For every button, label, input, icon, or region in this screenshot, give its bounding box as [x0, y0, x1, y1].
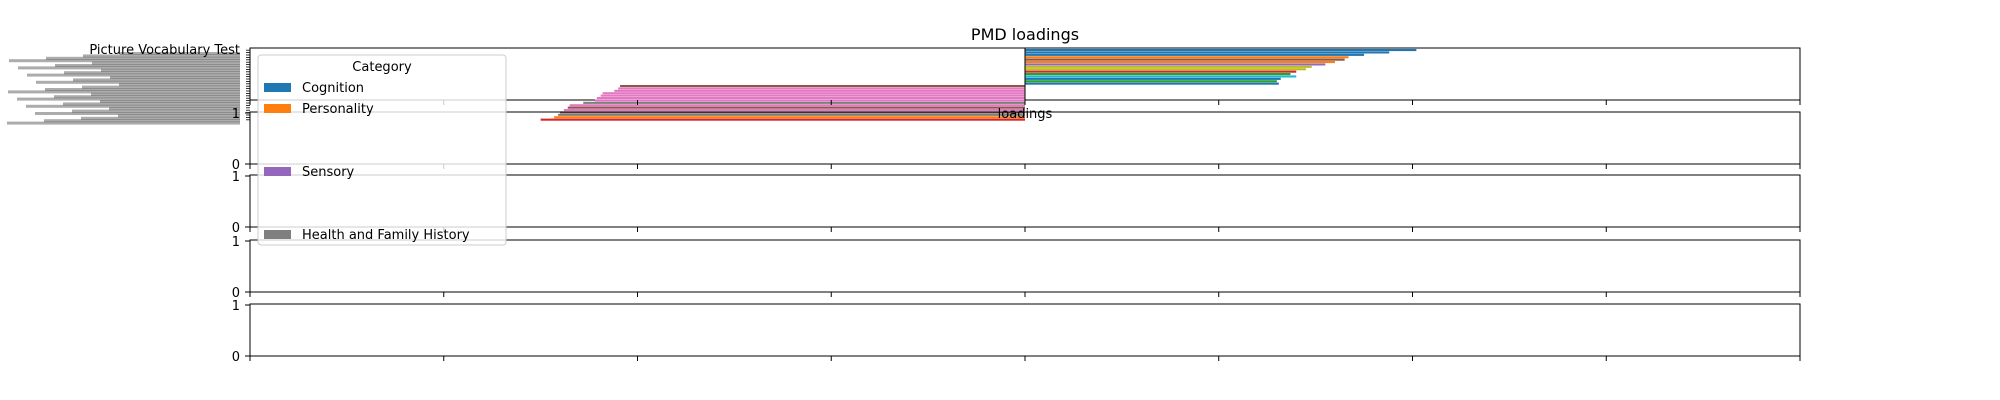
ytick-label-smudge-18	[54, 95, 240, 99]
ytick-label-smudge-8	[64, 71, 240, 75]
bar-positive-12	[1025, 77, 1281, 80]
bar-positive-14	[1025, 82, 1279, 85]
ytick-label-smudge-17	[91, 92, 240, 96]
legend-swatch-health	[264, 230, 291, 239]
ytick-label-smudge-29	[7, 121, 240, 125]
ytick-label-smudge-1	[83, 54, 240, 58]
y-tick-0-panel-4: 0	[232, 350, 240, 365]
ytick-label-smudge-3	[9, 59, 240, 63]
bar-positive-0	[1025, 49, 1417, 52]
ytick-label-smudge-24	[72, 109, 240, 113]
chart-title: PMD loadings	[971, 25, 1079, 44]
bar-negative-8	[569, 104, 1025, 107]
bar-negative-14	[540, 118, 1025, 121]
bar-positive-10	[1025, 73, 1291, 76]
bar-negative-4	[600, 94, 1025, 97]
bar-positive-11	[1025, 75, 1297, 78]
y-tick-labels: Picture Vocabulary Test	[7, 43, 240, 125]
bar-positive-13	[1025, 80, 1277, 83]
ytick-label-smudge-9	[27, 73, 240, 77]
ytick-label-smudge-25	[35, 112, 240, 115]
ytick-label-smudge-23	[109, 107, 240, 111]
y-tick-1-panel-3: 1	[232, 235, 240, 250]
legend-label-personality: Personality	[302, 102, 374, 117]
overlapping-labels	[7, 52, 240, 125]
ytick-label-smudge-22	[26, 104, 240, 108]
ytick-label-smudge-13	[119, 83, 240, 87]
y-tick-0-panel-3: 0	[232, 286, 240, 301]
plot-area-3	[249, 239, 1801, 293]
bar-positive-8	[1025, 68, 1306, 71]
legend-swatch-personality	[264, 104, 291, 113]
legend-title: Category	[352, 60, 412, 75]
bar-negative-1	[618, 87, 1025, 90]
ytick-label-smudge-16	[8, 90, 240, 94]
bar-negative-3	[602, 92, 1025, 95]
legend-label-health: Health and Family History	[302, 228, 470, 243]
y-tick-0-panel-1: 0	[232, 158, 240, 173]
ytick-label-smudge-4	[92, 61, 240, 65]
bar-negative-12	[558, 113, 1025, 116]
ytick-label-smudge-20	[100, 100, 240, 103]
bar-positive-9	[1025, 70, 1297, 73]
bar-negative-5	[596, 97, 1025, 100]
ytick-label-smudge-28	[44, 119, 240, 123]
x-axis-label: loadings	[998, 107, 1053, 122]
bar-positive-7	[1025, 65, 1312, 68]
legend-label-sensory: Sensory	[302, 165, 355, 180]
ytick-label-smudge-19	[17, 97, 240, 101]
legend-swatch-cognition	[264, 83, 291, 92]
bar-negative-0	[620, 85, 1025, 88]
ytick-label-smudge-15	[45, 88, 240, 91]
ytick-label-picture-vocabulary: Picture Vocabulary Test	[89, 43, 240, 58]
ytick-label-smudge-10	[110, 76, 240, 79]
ytick-label-smudge-12	[36, 80, 240, 84]
bar-negative-2	[614, 89, 1025, 92]
bar-positive-3	[1025, 56, 1349, 59]
negative-bars	[540, 85, 1025, 121]
ytick-label-smudge-26	[118, 114, 240, 118]
ytick-label-smudge-14	[82, 85, 240, 89]
bar-negative-6	[594, 99, 1025, 102]
ytick-label-smudge-7	[101, 68, 240, 72]
bar-negative-13	[554, 116, 1025, 119]
legend-label-cognition: Cognition	[302, 81, 364, 96]
y-tick-marks	[246, 49, 250, 121]
positive-bars	[1025, 49, 1417, 85]
ytick-label-smudge-27	[81, 116, 240, 120]
bar-positive-1	[1025, 51, 1390, 54]
bar-positive-2	[1025, 53, 1365, 56]
empty-panel-4: 1 0	[232, 299, 1801, 365]
plot-area-4	[249, 303, 1801, 357]
ytick-label-smudge-2	[46, 56, 240, 60]
bar-negative-7	[583, 101, 1025, 104]
legend-box	[257, 54, 507, 246]
ytick-label-smudge-6	[18, 66, 240, 70]
y-tick-1-panel-1: 1	[232, 107, 240, 122]
bar-positive-6	[1025, 63, 1326, 66]
y-tick-1-panel-2: 1	[232, 170, 240, 185]
ytick-label-smudge-0	[120, 52, 240, 55]
bar-negative-10	[563, 109, 1025, 112]
legend: Category Cognition Personality Sensory H…	[257, 54, 507, 246]
ytick-label-smudge-21	[63, 102, 240, 106]
ytick-label-smudge-11	[73, 78, 240, 82]
y-tick-1-panel-4: 1	[232, 299, 240, 314]
bar-positive-5	[1025, 61, 1335, 64]
legend-swatch-sensory	[264, 167, 291, 176]
y-tick-0-panel-2: 0	[232, 221, 240, 236]
bar-positive-4	[1025, 58, 1345, 61]
ytick-label-smudge-5	[55, 64, 240, 67]
bar-negative-9	[567, 106, 1025, 109]
